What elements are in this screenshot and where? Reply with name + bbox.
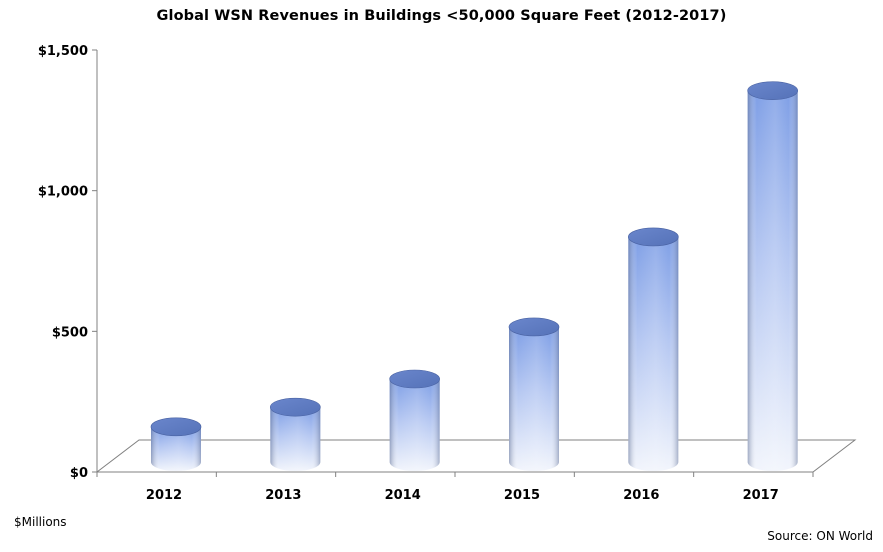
chart-title: Global WSN Revenues in Buildings <50,000… <box>156 8 727 24</box>
bar-cap <box>389 369 440 389</box>
bar <box>389 369 440 471</box>
bar-shading <box>389 379 440 471</box>
bar-cap <box>747 81 798 100</box>
x-tick-label: 2013 <box>265 488 301 503</box>
bar-shading <box>509 326 559 471</box>
bar <box>628 227 679 471</box>
bar-shading <box>747 90 798 471</box>
y-tick-label: $500 <box>52 325 88 340</box>
x-tick-label: 2014 <box>385 488 421 503</box>
chart-floor <box>95 439 857 473</box>
bar <box>747 81 798 471</box>
x-tick-label: 2016 <box>623 488 659 503</box>
bar-cap <box>628 227 679 247</box>
bar <box>270 397 321 471</box>
y-tick-label: $1,500 <box>38 44 88 59</box>
bar <box>508 317 560 471</box>
unit-label: $Millions <box>14 515 67 529</box>
bar-cap <box>150 417 202 437</box>
bar-cap <box>508 317 560 337</box>
bar-shading <box>628 236 679 471</box>
x-tick-label: 2015 <box>504 488 540 503</box>
bar-shading <box>151 426 201 471</box>
y-tick-label: $1,000 <box>38 185 88 200</box>
source-label: Source: ON World <box>767 529 873 543</box>
bar <box>150 417 202 471</box>
x-tick-label: 2017 <box>743 488 779 503</box>
bar-cap <box>270 397 321 417</box>
y-tick-label: $0 <box>70 466 88 481</box>
bar-shading <box>270 407 321 471</box>
x-tick-label: 2012 <box>146 488 182 503</box>
